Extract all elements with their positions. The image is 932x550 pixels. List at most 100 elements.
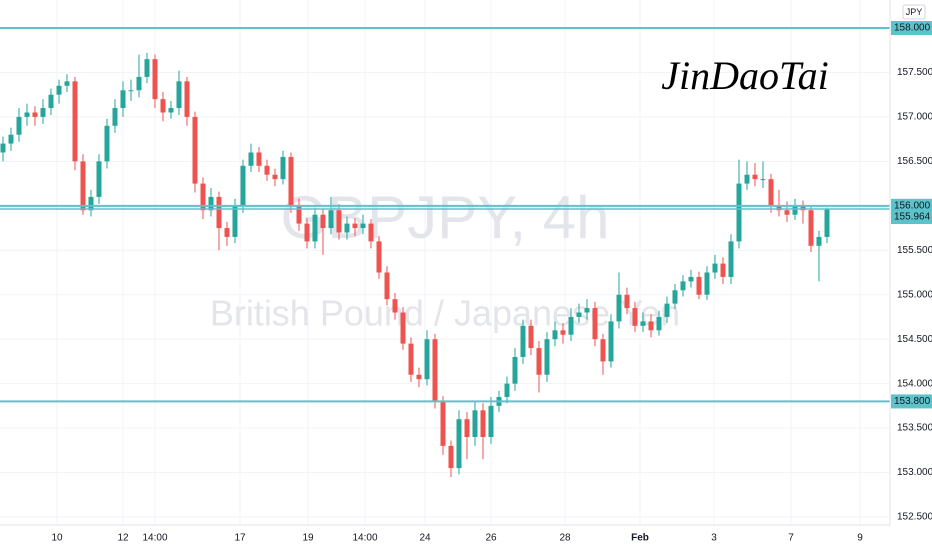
candle-body [584,308,590,313]
candle-body [656,316,662,331]
candle-body [96,161,102,197]
candle-body [688,276,694,282]
x-tick-label: 12 [117,533,129,544]
candle-body [504,383,510,397]
candle-body [624,294,630,309]
candle-body [728,241,734,277]
candle-body [600,339,606,362]
y-tick-label: 155.000 [897,289,932,300]
x-tick-label: 14:00 [352,533,377,544]
x-tick-label: 3 [711,533,717,544]
candle-body [232,205,238,237]
candle-body [672,290,678,304]
x-tick-label: 28 [559,533,571,544]
x-tick-label: 24 [419,533,431,544]
grid [0,0,890,525]
candle-body [736,183,742,242]
candle-body [808,210,814,246]
candle-body [552,330,558,340]
candle-body [160,99,166,113]
candle-body [480,410,486,437]
candle-body [824,209,830,237]
candle-body [392,299,398,313]
x-tick-label: 17 [234,533,246,544]
candle-body [40,108,46,117]
y-tick-label: 156.500 [897,156,932,167]
candle-body [720,263,726,277]
x-tick-label: 7 [788,533,794,544]
y-tick-label: 152.500 [897,512,932,523]
candle-body [16,116,22,135]
candle-body [0,143,6,153]
candle-body [784,210,790,215]
currency-box [902,4,926,20]
x-tick-label: 9 [857,533,863,544]
y-tick-label: 154.500 [897,334,932,345]
x-tick-label: 26 [485,533,497,544]
levels: 158.000 156.000 153.800 155.964 [0,21,932,409]
last-price-label: 155.964 [894,212,931,223]
candle-body [696,276,702,295]
candle-body [88,196,94,211]
candle-body [48,94,54,109]
y-tick-label: 157.500 [897,67,932,78]
candle-body [56,85,62,95]
candle-body [248,152,254,166]
candle-body [376,241,382,273]
candle-body [592,308,598,340]
candle-body [408,343,414,375]
candle-body [608,321,614,362]
candle-body [240,165,246,206]
candle-body [168,108,174,113]
candle-body [176,81,182,109]
candle-body [304,223,310,242]
candle-body [360,223,366,229]
candle-body [384,272,390,300]
candle-body [528,325,534,349]
candle-body [456,419,462,469]
candle-body [264,165,270,175]
candle-body [24,112,30,117]
candle-body [448,445,454,469]
candle-body [568,316,574,335]
candle-body [432,339,438,402]
symbol-watermark: GBPJPY, 4h [280,184,609,251]
candle-body [744,174,750,184]
candle-body [104,125,110,162]
x-tick-label: 14:00 [142,533,167,544]
candle-body [776,205,782,211]
candle-body [72,81,78,162]
candle-body [352,223,358,229]
candle-body [576,312,582,317]
candle-body [224,228,230,237]
candle-body [664,303,670,317]
x-tick-label: Feb [631,533,649,544]
candle-body [144,59,150,77]
candle-body [424,339,430,380]
candle-body [32,112,38,117]
candle-body [544,339,550,375]
level-label-box [891,198,932,213]
candle-body [344,223,350,233]
x-tick-label: 19 [302,533,314,544]
x-tick-label: 10 [51,533,63,544]
candle-body [80,161,86,211]
candle-body [440,401,446,446]
candle-body [136,76,142,91]
y-tick-label: 157.000 [897,112,932,123]
candle-body [272,174,278,180]
candle-body [792,205,798,215]
axes: 152.500 153.000 153.500 154.000 154.500 155.0… [51,67,932,544]
candle-body [152,59,158,100]
candle-body [216,196,222,229]
last-price-box [891,210,932,225]
candle-body [512,356,518,384]
candle-body [816,236,822,246]
candle-body [760,179,766,181]
level-label: 153.800 [894,396,931,407]
candles [0,52,830,477]
candle-body [192,116,198,184]
candle-body [64,81,70,86]
